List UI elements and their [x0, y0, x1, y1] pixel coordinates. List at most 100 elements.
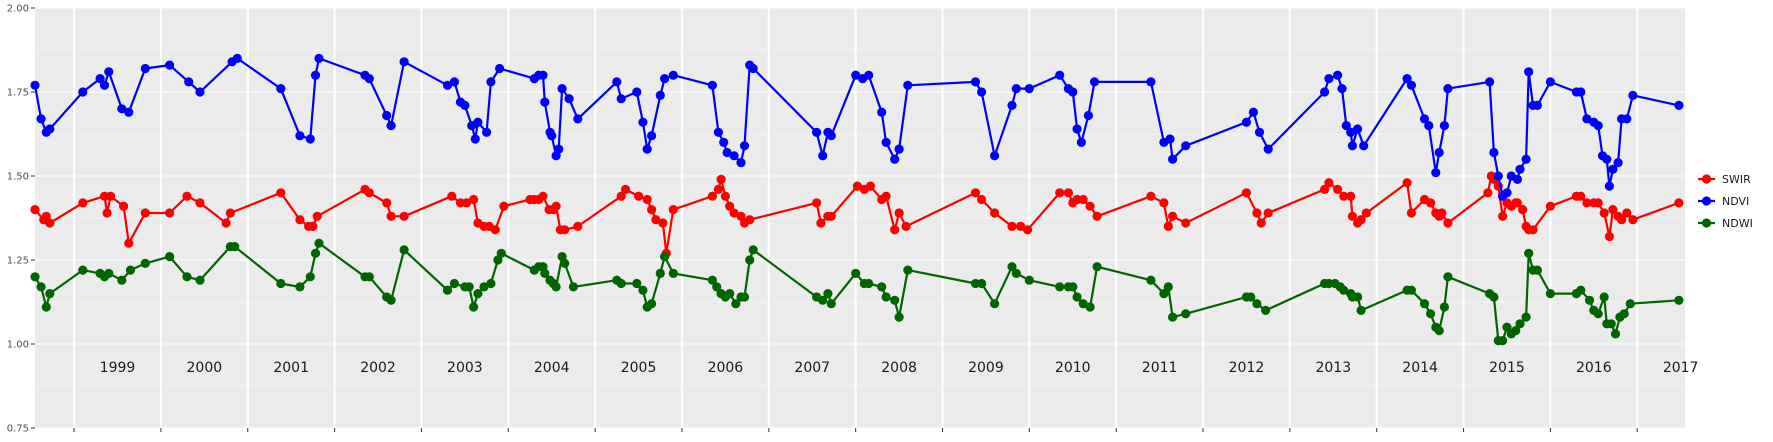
data-point: [977, 87, 987, 97]
data-point: [1439, 302, 1449, 312]
data-point: [1011, 268, 1021, 278]
data-point: [30, 272, 40, 282]
data-point: [826, 211, 836, 221]
data-point: [1532, 265, 1542, 275]
data-point: [1016, 221, 1026, 231]
data-point: [195, 275, 205, 285]
data-point: [1181, 309, 1191, 319]
data-point: [119, 201, 129, 211]
data-point: [1263, 144, 1273, 154]
data-point: [1341, 121, 1351, 131]
series-layer: [30, 53, 1684, 346]
data-point: [812, 127, 822, 137]
data-point: [616, 94, 626, 104]
data-point: [1163, 282, 1173, 292]
data-point: [1674, 198, 1684, 208]
data-point: [647, 299, 657, 309]
data-point: [1168, 211, 1178, 221]
data-point: [894, 208, 904, 218]
data-point: [449, 278, 459, 289]
data-point: [295, 215, 305, 225]
data-point: [1521, 312, 1531, 322]
data-point: [557, 84, 567, 94]
legend-key-ndvi: NDVI: [1698, 195, 1749, 208]
year-label: 2001: [273, 360, 309, 376]
year-label: 2005: [621, 360, 657, 376]
data-point: [1072, 124, 1082, 134]
data-point: [399, 211, 409, 221]
data-point: [903, 80, 913, 90]
data-point: [1068, 87, 1078, 97]
data-point: [1493, 171, 1503, 181]
data-point: [305, 272, 315, 282]
data-point: [970, 188, 981, 198]
data-point: [41, 302, 51, 312]
data-point: [1622, 208, 1632, 218]
data-point: [1524, 248, 1534, 258]
year-label: 1999: [100, 360, 136, 376]
data-point: [1256, 218, 1266, 228]
data-point: [1261, 305, 1271, 315]
data-point: [1617, 215, 1627, 225]
data-point: [1168, 154, 1178, 164]
data-point: [386, 121, 396, 131]
data-point: [651, 215, 661, 225]
data-point: [990, 208, 1000, 218]
data-point: [725, 201, 735, 211]
data-point: [140, 208, 150, 218]
data-point: [1320, 184, 1330, 194]
data-point: [1333, 184, 1343, 194]
year-labels: 1999 2000 2001 2002 2003 2004 2005 2006 2007 2008…: [100, 360, 1699, 376]
data-point: [1007, 100, 1017, 110]
data-point: [99, 80, 110, 90]
data-point: [473, 289, 483, 299]
data-point: [547, 131, 557, 141]
data-point: [30, 205, 40, 215]
data-point: [1582, 198, 1592, 208]
data-point: [314, 53, 324, 64]
data-point: [616, 191, 626, 201]
data-point: [165, 252, 175, 262]
data-point: [1576, 191, 1586, 201]
data-point: [977, 194, 987, 205]
data-point: [117, 104, 127, 114]
data-point: [1628, 215, 1638, 225]
series-ndvi: [30, 53, 1684, 201]
grid-lines: [35, 7, 1685, 429]
data-point: [864, 70, 874, 80]
data-point: [538, 70, 548, 80]
data-point: [745, 215, 755, 225]
data-point: [124, 107, 134, 117]
year-label: 2008: [881, 360, 917, 376]
data-point: [660, 252, 670, 262]
data-point: [1515, 164, 1525, 174]
data-point: [818, 295, 828, 305]
data-point: [1674, 100, 1684, 110]
data-point: [1593, 309, 1603, 319]
data-point: [707, 80, 718, 90]
year-label: 2009: [968, 360, 1004, 376]
data-point: [104, 67, 114, 77]
data-point: [1072, 292, 1082, 302]
year-label: 2012: [1229, 360, 1265, 376]
data-point: [1489, 292, 1499, 302]
data-point: [990, 151, 1000, 161]
legend-key-ndwi: NDWI: [1698, 217, 1753, 230]
data-point: [479, 282, 489, 292]
year-label: 2007: [794, 360, 830, 376]
data-point: [894, 312, 904, 322]
data-point: [1254, 127, 1265, 137]
data-point: [1092, 262, 1102, 272]
data-point: [551, 201, 561, 211]
data-point: [719, 137, 729, 147]
data-point: [78, 265, 88, 275]
data-point: [1347, 211, 1357, 221]
data-point: [729, 151, 739, 161]
data-point: [1521, 154, 1531, 164]
data-point: [632, 87, 642, 97]
data-point: [490, 225, 500, 235]
legend-marker: [1701, 196, 1712, 206]
data-point: [712, 282, 722, 292]
data-point: [182, 272, 192, 282]
